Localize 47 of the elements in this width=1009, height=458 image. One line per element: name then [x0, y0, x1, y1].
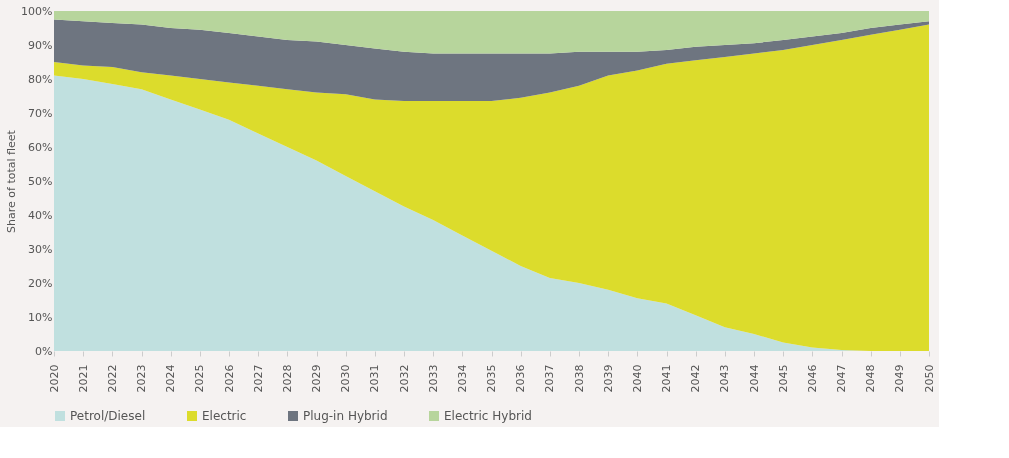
x-tick-label: 2047 — [835, 364, 848, 393]
legend-label: Electric Hybrid — [444, 409, 532, 423]
x-tick-label: 2027 — [251, 364, 265, 393]
x-tick-label: 2031 — [368, 364, 382, 393]
x-tick-label: 2041 — [660, 364, 673, 393]
x-tick-label: 2025 — [193, 364, 207, 393]
x-tick-label: 2024 — [164, 364, 178, 393]
x-tick-label: 2034 — [455, 364, 469, 393]
x-tick-label: 2035 — [485, 364, 498, 393]
legend-label: Plug-in Hybrid — [303, 409, 388, 423]
x-tick-label: 2044 — [747, 364, 761, 393]
y-tick-label: 80% — [28, 72, 53, 86]
y-tick-label: 50% — [28, 174, 53, 188]
x-tick-label: 2022 — [105, 364, 119, 393]
x-tick-label: 2026 — [222, 364, 236, 393]
y-tick-label: 70% — [28, 106, 53, 120]
x-tick-label: 2029 — [310, 364, 323, 393]
x-tick-label: 2048 — [864, 364, 878, 393]
x-tick-label: 2040 — [630, 364, 644, 393]
y-tick-label: 30% — [28, 242, 53, 256]
y-tick-label: 90% — [28, 38, 53, 52]
x-tick-label: 2036 — [514, 364, 528, 393]
x-tick-label: 2038 — [572, 364, 586, 393]
x-tick-label: 2045 — [776, 364, 790, 393]
y-tick-label: 10% — [28, 310, 53, 324]
x-tick-label: 2032 — [397, 364, 411, 393]
x-tick-label: 2030 — [339, 364, 353, 393]
x-tick-label: 2042 — [689, 364, 703, 393]
x-tick-label: 2021 — [76, 364, 90, 393]
y-axis-title: Share of total fleet — [5, 129, 19, 233]
x-tick-label: 2023 — [135, 364, 148, 393]
x-tick-label: 2043 — [718, 364, 732, 393]
legend-label: Petrol/Diesel — [70, 409, 146, 423]
x-tick-label: 2037 — [543, 364, 557, 393]
y-tick-label: 40% — [28, 208, 53, 222]
x-tick-label: 2033 — [426, 364, 440, 393]
x-tick-label: 2039 — [601, 364, 615, 393]
x-tick-label: 2020 — [47, 364, 61, 393]
x-tick-label: 2046 — [805, 364, 819, 393]
y-tick-label: 60% — [28, 140, 53, 154]
y-tick-label: 100% — [21, 4, 53, 18]
legend-label: Electric — [202, 409, 247, 423]
y-tick-label: 20% — [28, 276, 53, 290]
x-tick-label: 2028 — [280, 364, 294, 393]
x-tick-label: 2050 — [922, 364, 936, 393]
x-tick-label: 2049 — [893, 364, 907, 393]
y-tick-label: 0% — [35, 344, 53, 358]
